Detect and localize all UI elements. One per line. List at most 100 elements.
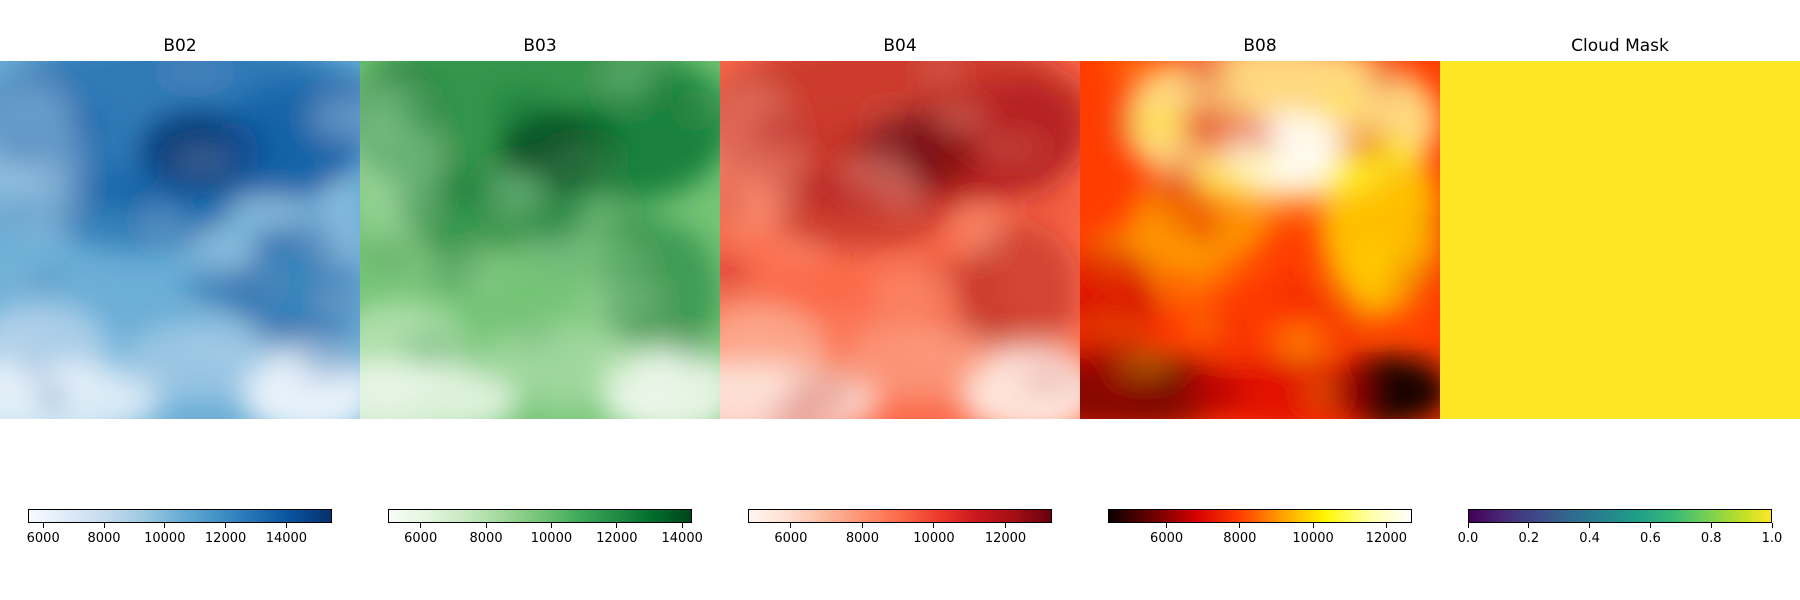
image-blob <box>1366 61 1405 94</box>
image-blob <box>1030 201 1080 217</box>
tick-mark <box>933 523 935 528</box>
image-blob <box>508 328 560 344</box>
tick-label: 12000 <box>1365 531 1408 546</box>
tick-mark <box>550 523 552 528</box>
image-blob <box>254 317 322 347</box>
image-blob <box>741 331 771 354</box>
image-blob <box>459 251 498 283</box>
image-blob <box>908 340 954 356</box>
image-blob <box>543 145 621 174</box>
image-blob <box>844 156 917 203</box>
tick-label: 0.6 <box>1640 531 1661 546</box>
image-blob <box>402 328 466 369</box>
image-blob <box>295 346 360 379</box>
tick-label: 8000 <box>87 531 121 546</box>
image-blob <box>233 194 300 227</box>
image-blob <box>50 171 230 251</box>
colorbar-ticks: 6000 8000 10000 12000 14000 <box>27 523 332 553</box>
image-blob <box>720 270 752 299</box>
image-blob <box>864 108 928 124</box>
tick-mark <box>1467 523 1469 528</box>
image-blob <box>1015 362 1080 397</box>
image-blob <box>57 144 129 162</box>
image-blob <box>1260 194 1314 226</box>
image-blob <box>538 392 589 419</box>
image-blob <box>324 223 360 267</box>
tick-mark <box>1385 523 1387 528</box>
tick-label: 8000 <box>469 531 503 546</box>
tick-mark <box>1528 523 1530 528</box>
image-blob <box>1096 285 1154 316</box>
image-blob <box>959 208 1000 256</box>
image-blob <box>603 61 653 106</box>
image-blob <box>966 139 1045 156</box>
image-blob <box>1119 109 1185 129</box>
image-blob <box>919 254 999 286</box>
tick-mark <box>285 523 287 528</box>
image-blob <box>1198 314 1256 346</box>
image-blob <box>324 182 355 229</box>
image-blob <box>1178 61 1231 92</box>
tick-label: 10000 <box>530 531 573 546</box>
colorbar-ticks: 6000 8000 10000 12000 14000 <box>388 523 703 553</box>
image-blob <box>1105 61 1162 79</box>
tick-mark <box>485 523 487 528</box>
image-blob <box>1164 148 1195 195</box>
tick-mark <box>420 523 422 528</box>
image-blob <box>1271 273 1344 320</box>
image-blob <box>930 109 983 131</box>
image-blob <box>840 321 1000 401</box>
panel-title: B04 <box>883 36 917 56</box>
image-blob <box>490 87 554 133</box>
image-blob <box>1083 235 1154 284</box>
image-blob <box>1190 356 1370 419</box>
tick-label: 0.0 <box>1457 531 1479 546</box>
tick-mark <box>616 523 618 528</box>
panel-title: B02 <box>163 36 197 56</box>
tick-label: 10000 <box>913 531 955 546</box>
image-blob <box>0 318 42 367</box>
panel-b02: B02 6000 8000 10000 12000 14000 <box>0 0 360 600</box>
image-blob <box>678 104 709 118</box>
image-blob <box>685 350 720 380</box>
tick-label: 0.4 <box>1579 531 1600 546</box>
tick-mark <box>1312 523 1314 528</box>
tick-mark <box>861 523 863 528</box>
heatmap-image <box>1440 61 1800 419</box>
tick-label: 6000 <box>26 531 60 546</box>
image-blob <box>323 291 351 312</box>
image-blob <box>1242 148 1276 175</box>
image-blob <box>1329 91 1352 124</box>
tick-mark <box>681 523 683 528</box>
tick-label: 6000 <box>774 531 808 546</box>
tick-label: 8000 <box>845 531 879 546</box>
image-blob <box>1273 326 1326 357</box>
tick-mark <box>1239 523 1241 528</box>
colorbar <box>748 509 1052 523</box>
image-blob <box>923 61 959 87</box>
image-blob <box>720 200 747 222</box>
image-blob <box>177 333 245 358</box>
image-blob <box>1374 306 1427 322</box>
image-blob <box>40 379 65 417</box>
image-blob <box>6 200 34 223</box>
tick-label: 12000 <box>596 531 638 546</box>
tick-label: 1.0 <box>1761 531 1783 546</box>
image-blob <box>23 355 48 381</box>
image-blob <box>349 380 360 411</box>
image-blob <box>281 387 322 403</box>
tick-mark <box>1771 523 1773 528</box>
image-blob <box>69 107 106 139</box>
image-blob <box>24 276 65 291</box>
colorbar-ticks: 6000 8000 10000 12000 <box>748 523 1052 553</box>
colorbar-ticks: 6000 8000 10000 12000 <box>1108 523 1412 553</box>
panel-b08: B08 6000 8000 10000 12000 <box>1080 0 1440 600</box>
image-blob <box>378 258 448 277</box>
image-blob <box>1360 250 1400 278</box>
image-blob <box>1002 407 1028 419</box>
image-blob <box>174 151 231 170</box>
panel-title: B03 <box>523 36 557 56</box>
image-blob <box>720 160 757 174</box>
mask-fill <box>1440 61 1800 419</box>
image-blob <box>1145 250 1223 303</box>
